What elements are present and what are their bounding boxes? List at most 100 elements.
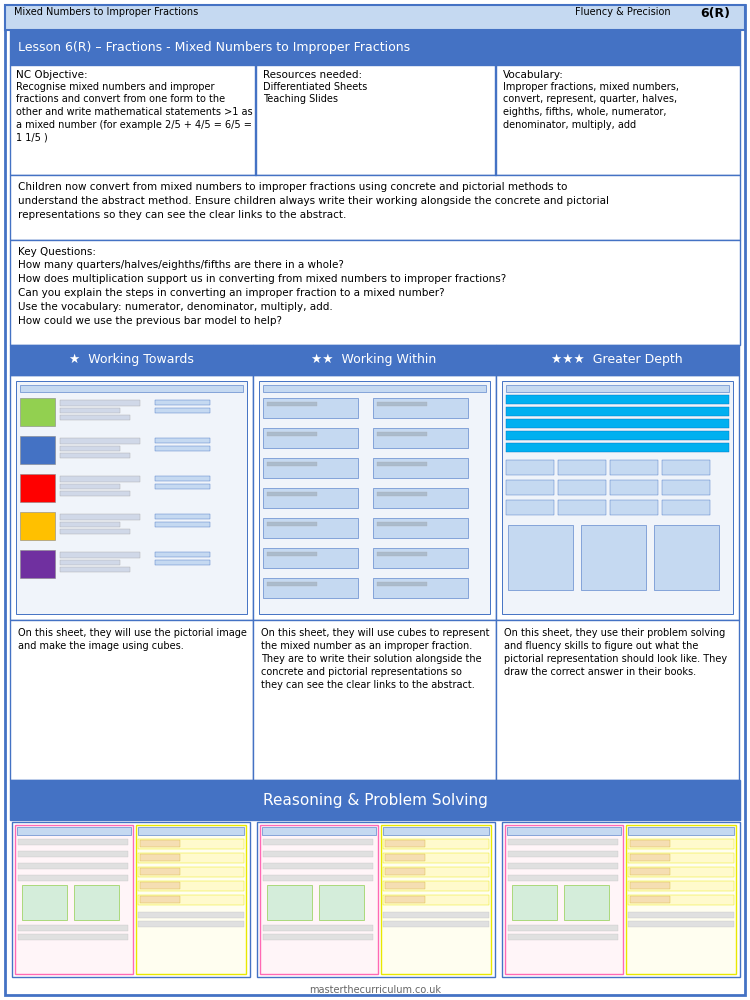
Bar: [60, 552, 140, 558]
Bar: [263, 851, 373, 857]
Bar: [496, 620, 739, 780]
Text: Fluency & Precision: Fluency & Precision: [575, 7, 670, 17]
Bar: [155, 408, 210, 413]
Bar: [319, 885, 364, 920]
Bar: [377, 402, 427, 406]
Bar: [259, 381, 490, 614]
Bar: [267, 582, 317, 586]
Bar: [383, 867, 489, 877]
Bar: [506, 385, 729, 392]
Bar: [628, 881, 734, 891]
Bar: [60, 560, 120, 565]
Bar: [263, 385, 486, 392]
Bar: [373, 518, 468, 538]
Text: Can you explain the steps in converting an improper fraction to a mixed number?: Can you explain the steps in converting …: [18, 288, 445, 298]
Text: ★★  Working Within: ★★ Working Within: [311, 354, 436, 366]
Bar: [654, 525, 719, 590]
Text: convert, represent, quarter, halves,: convert, represent, quarter, halves,: [503, 95, 677, 104]
Bar: [140, 868, 180, 875]
Bar: [373, 398, 468, 418]
Text: Vocabulary:: Vocabulary:: [503, 70, 564, 80]
Bar: [508, 525, 573, 590]
Bar: [383, 881, 489, 891]
Bar: [155, 514, 210, 519]
Bar: [628, 827, 734, 835]
Bar: [610, 460, 658, 475]
Text: the mixed number as an improper fraction.: the mixed number as an improper fraction…: [261, 641, 472, 651]
Bar: [10, 240, 740, 345]
Bar: [385, 882, 425, 889]
Bar: [628, 921, 734, 927]
Text: a mixed number (for example 2/5 + 4/5 = 6/5 =: a mixed number (for example 2/5 + 4/5 = …: [16, 119, 252, 129]
Bar: [626, 825, 736, 974]
Bar: [255, 65, 256, 175]
Bar: [506, 500, 554, 515]
Bar: [662, 480, 710, 495]
Bar: [508, 851, 618, 857]
Text: fractions and convert from one form to the: fractions and convert from one form to t…: [16, 95, 225, 104]
Text: Teaching Slides: Teaching Slides: [263, 95, 338, 104]
Bar: [506, 460, 554, 475]
Bar: [377, 582, 427, 586]
Bar: [385, 868, 425, 875]
Bar: [508, 839, 618, 845]
Bar: [20, 550, 55, 578]
Bar: [60, 438, 140, 444]
Bar: [60, 522, 120, 527]
Bar: [253, 375, 496, 620]
Bar: [138, 853, 244, 863]
Bar: [20, 398, 55, 426]
Bar: [10, 375, 253, 620]
Bar: [155, 438, 210, 443]
Bar: [60, 514, 140, 520]
Bar: [74, 885, 119, 920]
Text: 6(R): 6(R): [700, 7, 730, 20]
Bar: [267, 432, 317, 436]
Bar: [502, 822, 740, 977]
Bar: [385, 840, 425, 847]
Bar: [20, 385, 243, 392]
Bar: [136, 825, 246, 974]
Text: concrete and pictorial representations so: concrete and pictorial representations s…: [261, 667, 462, 677]
Text: On this sheet, they use their problem solving: On this sheet, they use their problem so…: [504, 628, 725, 638]
Bar: [385, 896, 425, 903]
Bar: [17, 827, 131, 835]
Text: On this sheet, they will use the pictorial image: On this sheet, they will use the pictori…: [18, 628, 247, 638]
Bar: [263, 925, 373, 931]
Bar: [373, 488, 468, 508]
Text: ★★★  Greater Depth: ★★★ Greater Depth: [551, 354, 682, 366]
Bar: [263, 518, 358, 538]
Bar: [373, 578, 468, 598]
Bar: [18, 875, 128, 881]
Bar: [507, 827, 621, 835]
Bar: [18, 925, 128, 931]
Bar: [5, 5, 745, 30]
Bar: [630, 868, 670, 875]
Text: representations so they can see the clear links to the abstract.: representations so they can see the clea…: [18, 210, 346, 220]
Bar: [377, 462, 427, 466]
Text: Lesson 6(R) – Fractions - Mixed Numbers to Improper Fractions: Lesson 6(R) – Fractions - Mixed Numbers …: [18, 40, 410, 53]
Bar: [495, 65, 496, 175]
Text: Use the vocabulary: numerator, denominator, multiply, add.: Use the vocabulary: numerator, denominat…: [18, 302, 333, 312]
Text: understand the abstract method. Ensure children always write their working along: understand the abstract method. Ensure c…: [18, 196, 609, 206]
Text: NC Objective:: NC Objective:: [16, 70, 88, 80]
Bar: [60, 408, 120, 413]
Bar: [383, 895, 489, 905]
Bar: [506, 395, 729, 404]
Bar: [630, 882, 670, 889]
Bar: [383, 839, 489, 849]
Text: and fluency skills to figure out what the: and fluency skills to figure out what th…: [504, 641, 698, 651]
Bar: [581, 525, 646, 590]
Bar: [505, 825, 623, 974]
Bar: [18, 839, 128, 845]
Bar: [140, 882, 180, 889]
Text: Resources needed:: Resources needed:: [263, 70, 362, 80]
Bar: [10, 30, 740, 65]
Bar: [496, 345, 739, 375]
Bar: [506, 407, 729, 416]
Bar: [138, 921, 244, 927]
Bar: [383, 912, 489, 918]
Bar: [267, 885, 312, 920]
Bar: [253, 620, 496, 780]
Bar: [155, 484, 210, 489]
